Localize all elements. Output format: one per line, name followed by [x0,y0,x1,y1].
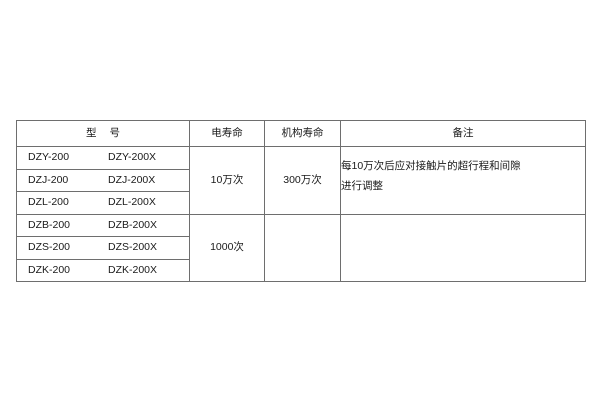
cell-model: DZY-200 DZY-200X [16,146,190,170]
table-row: DZS-200 DZS-200X [16,236,586,260]
header-cell-model: 型号 [16,120,190,147]
model-code-primary: DZJ-200 [28,173,69,186]
table-header-row: 型号 电寿命 机构寿命 备注 [16,120,586,147]
model-code-primary: DZK-200 [28,263,71,276]
model-code-primary: DZY-200 [28,151,70,164]
cell-model: DZS-200 DZS-200X [16,236,190,260]
header-model-right: 号 [109,127,121,140]
cell-model: DZL-200 DZL-200X [16,191,190,215]
model-code-variant: DZS-200X [108,241,158,254]
table-row: DZK-200 DZK-200X [16,258,586,282]
model-code-primary: DZB-200 [28,218,71,231]
remark-line-1: 每10万次后应对接触片的超行程和间隙 [341,159,521,172]
cell-model: DZB-200 DZB-200X [16,213,190,237]
cell-model: DZK-200 DZK-200X [16,258,190,282]
relay-spec-table: 型号 电寿命 机构寿命 备注 DZY-200 DZY-200X 10万次 300万… [16,120,586,282]
header-model-left: 型 [86,127,97,140]
cell-electrical-life-group-2: 1000次 [189,213,265,282]
cell-model: DZJ-200 DZJ-200X [16,168,190,192]
cell-electrical-life-group-1: 10万次 [189,146,265,215]
table-row: DZJ-200 DZJ-200X [16,168,586,192]
header-cell-electrical-life: 电寿命 [189,120,265,147]
remark-line-2: 进行调整 [341,180,383,193]
model-code-variant: DZL-200X [108,196,156,209]
table-row: DZL-200 DZL-200X [16,191,586,215]
table-row: DZB-200 DZB-200X 1000次 [16,213,586,282]
cell-mechanical-life-group-1: 300万次 [264,146,341,215]
header-cell-remark: 备注 [340,120,586,147]
cell-remark-group-2 [340,213,586,282]
model-code-variant: DZB-200X [108,218,158,231]
cell-mechanical-life-group-2 [264,213,341,282]
model-code-primary: DZS-200 [28,241,71,254]
table-row: DZY-200 DZY-200X 10万次 300万次 每10万次后应对接触片的超… [16,146,586,215]
model-code-variant: DZK-200X [108,263,158,276]
model-code-primary: DZL-200 [28,196,69,209]
model-code-variant: DZY-200X [108,151,157,164]
header-cell-mechanical-life: 机构寿命 [264,120,341,147]
cell-remark-group-1: 每10万次后应对接触片的超行程和间隙 进行调整 [340,146,586,215]
model-code-variant: DZJ-200X [108,173,156,186]
